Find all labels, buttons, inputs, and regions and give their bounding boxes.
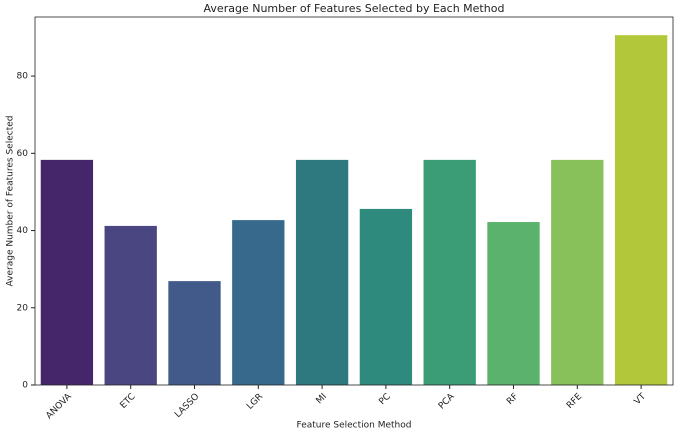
x-tick-label: RF — [505, 392, 520, 407]
chart-title: Average Number of Features Selected by E… — [204, 2, 505, 15]
bar — [40, 159, 94, 385]
bar — [232, 220, 285, 385]
plot-frame — [34, 16, 674, 386]
bar — [614, 35, 668, 386]
bar — [551, 159, 604, 385]
bar — [423, 159, 476, 385]
y-axis-label: Average Number of Features Selected — [6, 116, 16, 287]
y-tick-label: 40 — [17, 226, 29, 236]
y-tick-label: 80 — [17, 72, 29, 82]
y-tick-label: 20 — [17, 303, 29, 313]
bar — [359, 208, 413, 385]
y-tick-label: 0 — [22, 381, 28, 391]
y-tick-label: 60 — [17, 149, 29, 159]
x-tick-label: ANOVA — [44, 391, 74, 421]
bar — [487, 222, 540, 385]
x-tick-label: VT — [633, 391, 649, 407]
x-tick-label: PC — [377, 392, 392, 407]
x-tick-label: RFE — [565, 392, 584, 411]
bar — [295, 159, 349, 385]
x-tick-label: LGR — [245, 392, 265, 412]
x-axis-label: Feature Selection Method — [297, 421, 412, 431]
x-tick-label: ETC — [119, 392, 138, 411]
x-tick-label: LASSO — [173, 392, 201, 420]
x-tick-label: PCA — [437, 391, 457, 411]
x-tick-label: MI — [315, 392, 329, 406]
bar — [104, 225, 157, 385]
bar — [168, 281, 221, 385]
